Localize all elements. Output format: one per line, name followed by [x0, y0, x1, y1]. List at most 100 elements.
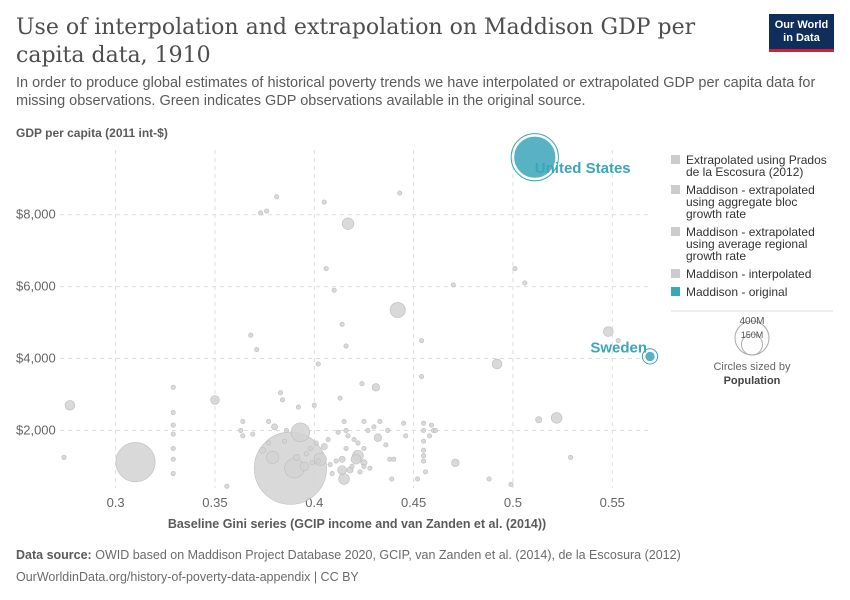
data-point: [357, 469, 363, 475]
data-point: [170, 431, 176, 437]
data-point: [361, 418, 367, 424]
size-legend-variable: Population: [724, 375, 781, 387]
data-point: [238, 427, 244, 433]
data-point: [240, 418, 246, 424]
data-point: [313, 452, 327, 466]
legend-label: de la Escosura (2012): [686, 165, 803, 179]
data-point: [339, 321, 345, 327]
size-circle-small: [741, 333, 763, 356]
data-point: [303, 451, 309, 457]
data-point: [508, 481, 514, 487]
y-axis-label: GDP per capita (2011 int-$): [16, 126, 168, 140]
chart-title: Use of interpolation and extrapolation o…: [16, 15, 696, 68]
legend-swatch: [671, 227, 680, 236]
legend-swatch: [671, 185, 680, 194]
data-point: [350, 454, 362, 465]
highlight-ring: [510, 133, 559, 182]
data-point: [550, 412, 563, 424]
data-point: [343, 445, 349, 451]
data-point: [415, 476, 421, 482]
data-point: [491, 358, 503, 370]
data-point: [428, 422, 434, 428]
data-point: [248, 332, 254, 338]
data-point: [333, 458, 339, 464]
data-point: [389, 302, 406, 318]
data-point: [341, 217, 355, 230]
data-point: [329, 471, 335, 477]
data-point: [403, 433, 409, 439]
data-point: [421, 420, 427, 426]
data-point: [522, 280, 528, 286]
data-point: [170, 471, 176, 477]
data-point: [309, 460, 315, 466]
legend-label: Maddison - extrapolated: [686, 225, 815, 239]
data-source-text: OWID based on Maddison Project Database …: [95, 548, 681, 562]
data-point: [421, 453, 427, 459]
data-point: [349, 463, 355, 469]
data-point: [337, 465, 347, 475]
data-point: [338, 473, 350, 485]
legend-swatch: [671, 269, 680, 278]
data-point: [320, 443, 328, 451]
data-point: [535, 416, 543, 424]
data-point: [351, 436, 357, 442]
y-tick-label: $4,000: [16, 351, 56, 366]
y-tick-label: $2,000: [16, 422, 56, 437]
owid-logo[interactable]: Our World in Data: [769, 14, 834, 52]
data-point: [359, 381, 365, 387]
data-point: [568, 454, 574, 460]
data-point: [170, 409, 176, 415]
data-point: [450, 282, 456, 288]
data-point: [299, 461, 310, 472]
data-point: [283, 427, 289, 433]
data-point: [365, 427, 371, 433]
y-tick-label: $6,000: [16, 279, 56, 294]
x-axis-label: Baseline Gini series (GCIP income and va…: [168, 517, 546, 531]
data-point: [419, 338, 425, 344]
data-point: [325, 436, 331, 442]
size-label-small: 150M: [741, 330, 764, 340]
scatter-chart: GDP per capita (2011 int-$) Baseline Gin…: [16, 126, 833, 531]
data-point: [271, 423, 278, 431]
data-point: [367, 465, 373, 471]
data-point: [266, 440, 272, 446]
data-point: [115, 442, 156, 483]
highlight-ring: [641, 348, 659, 365]
size-legend: 400M 150M Circles sized by Population: [671, 310, 833, 387]
data-point: [603, 326, 614, 337]
point-label: Sweden: [590, 339, 647, 356]
data-point: [512, 266, 518, 272]
x-tick-label: 0.5: [504, 495, 522, 510]
x-tick-label: 0.35: [202, 495, 227, 510]
data-point: [397, 190, 403, 196]
source-url[interactable]: OurWorldinData.org/history-of-poverty-da…: [16, 570, 359, 584]
data-point: [64, 400, 76, 411]
data-point: [419, 374, 425, 380]
data-point: [240, 433, 246, 439]
data-point: [389, 476, 395, 482]
legend-swatch: [671, 287, 680, 296]
point-label: United States: [535, 160, 631, 177]
legend-label: using aggregate bloc: [686, 195, 797, 209]
legend-label: growth rate: [686, 207, 746, 221]
legend-label: Maddison - interpolated: [686, 267, 811, 281]
data-point: [361, 445, 367, 451]
data-point: [337, 395, 343, 401]
data-point: [278, 390, 284, 396]
data-point: [323, 266, 329, 272]
size-legend-title: Circles sized by: [713, 361, 791, 373]
data-point: [427, 433, 433, 439]
x-tick-label: 0.45: [401, 495, 426, 510]
data-point: [343, 427, 349, 433]
data-point: [264, 208, 270, 214]
data-point: [307, 445, 313, 451]
data-point: [341, 418, 347, 424]
data-point: [432, 427, 438, 433]
data-point: [258, 210, 264, 216]
data-point: [331, 287, 337, 293]
data-point: [383, 442, 389, 448]
data-point: [311, 402, 317, 408]
data-point: [343, 343, 349, 349]
data-point: [315, 458, 321, 464]
